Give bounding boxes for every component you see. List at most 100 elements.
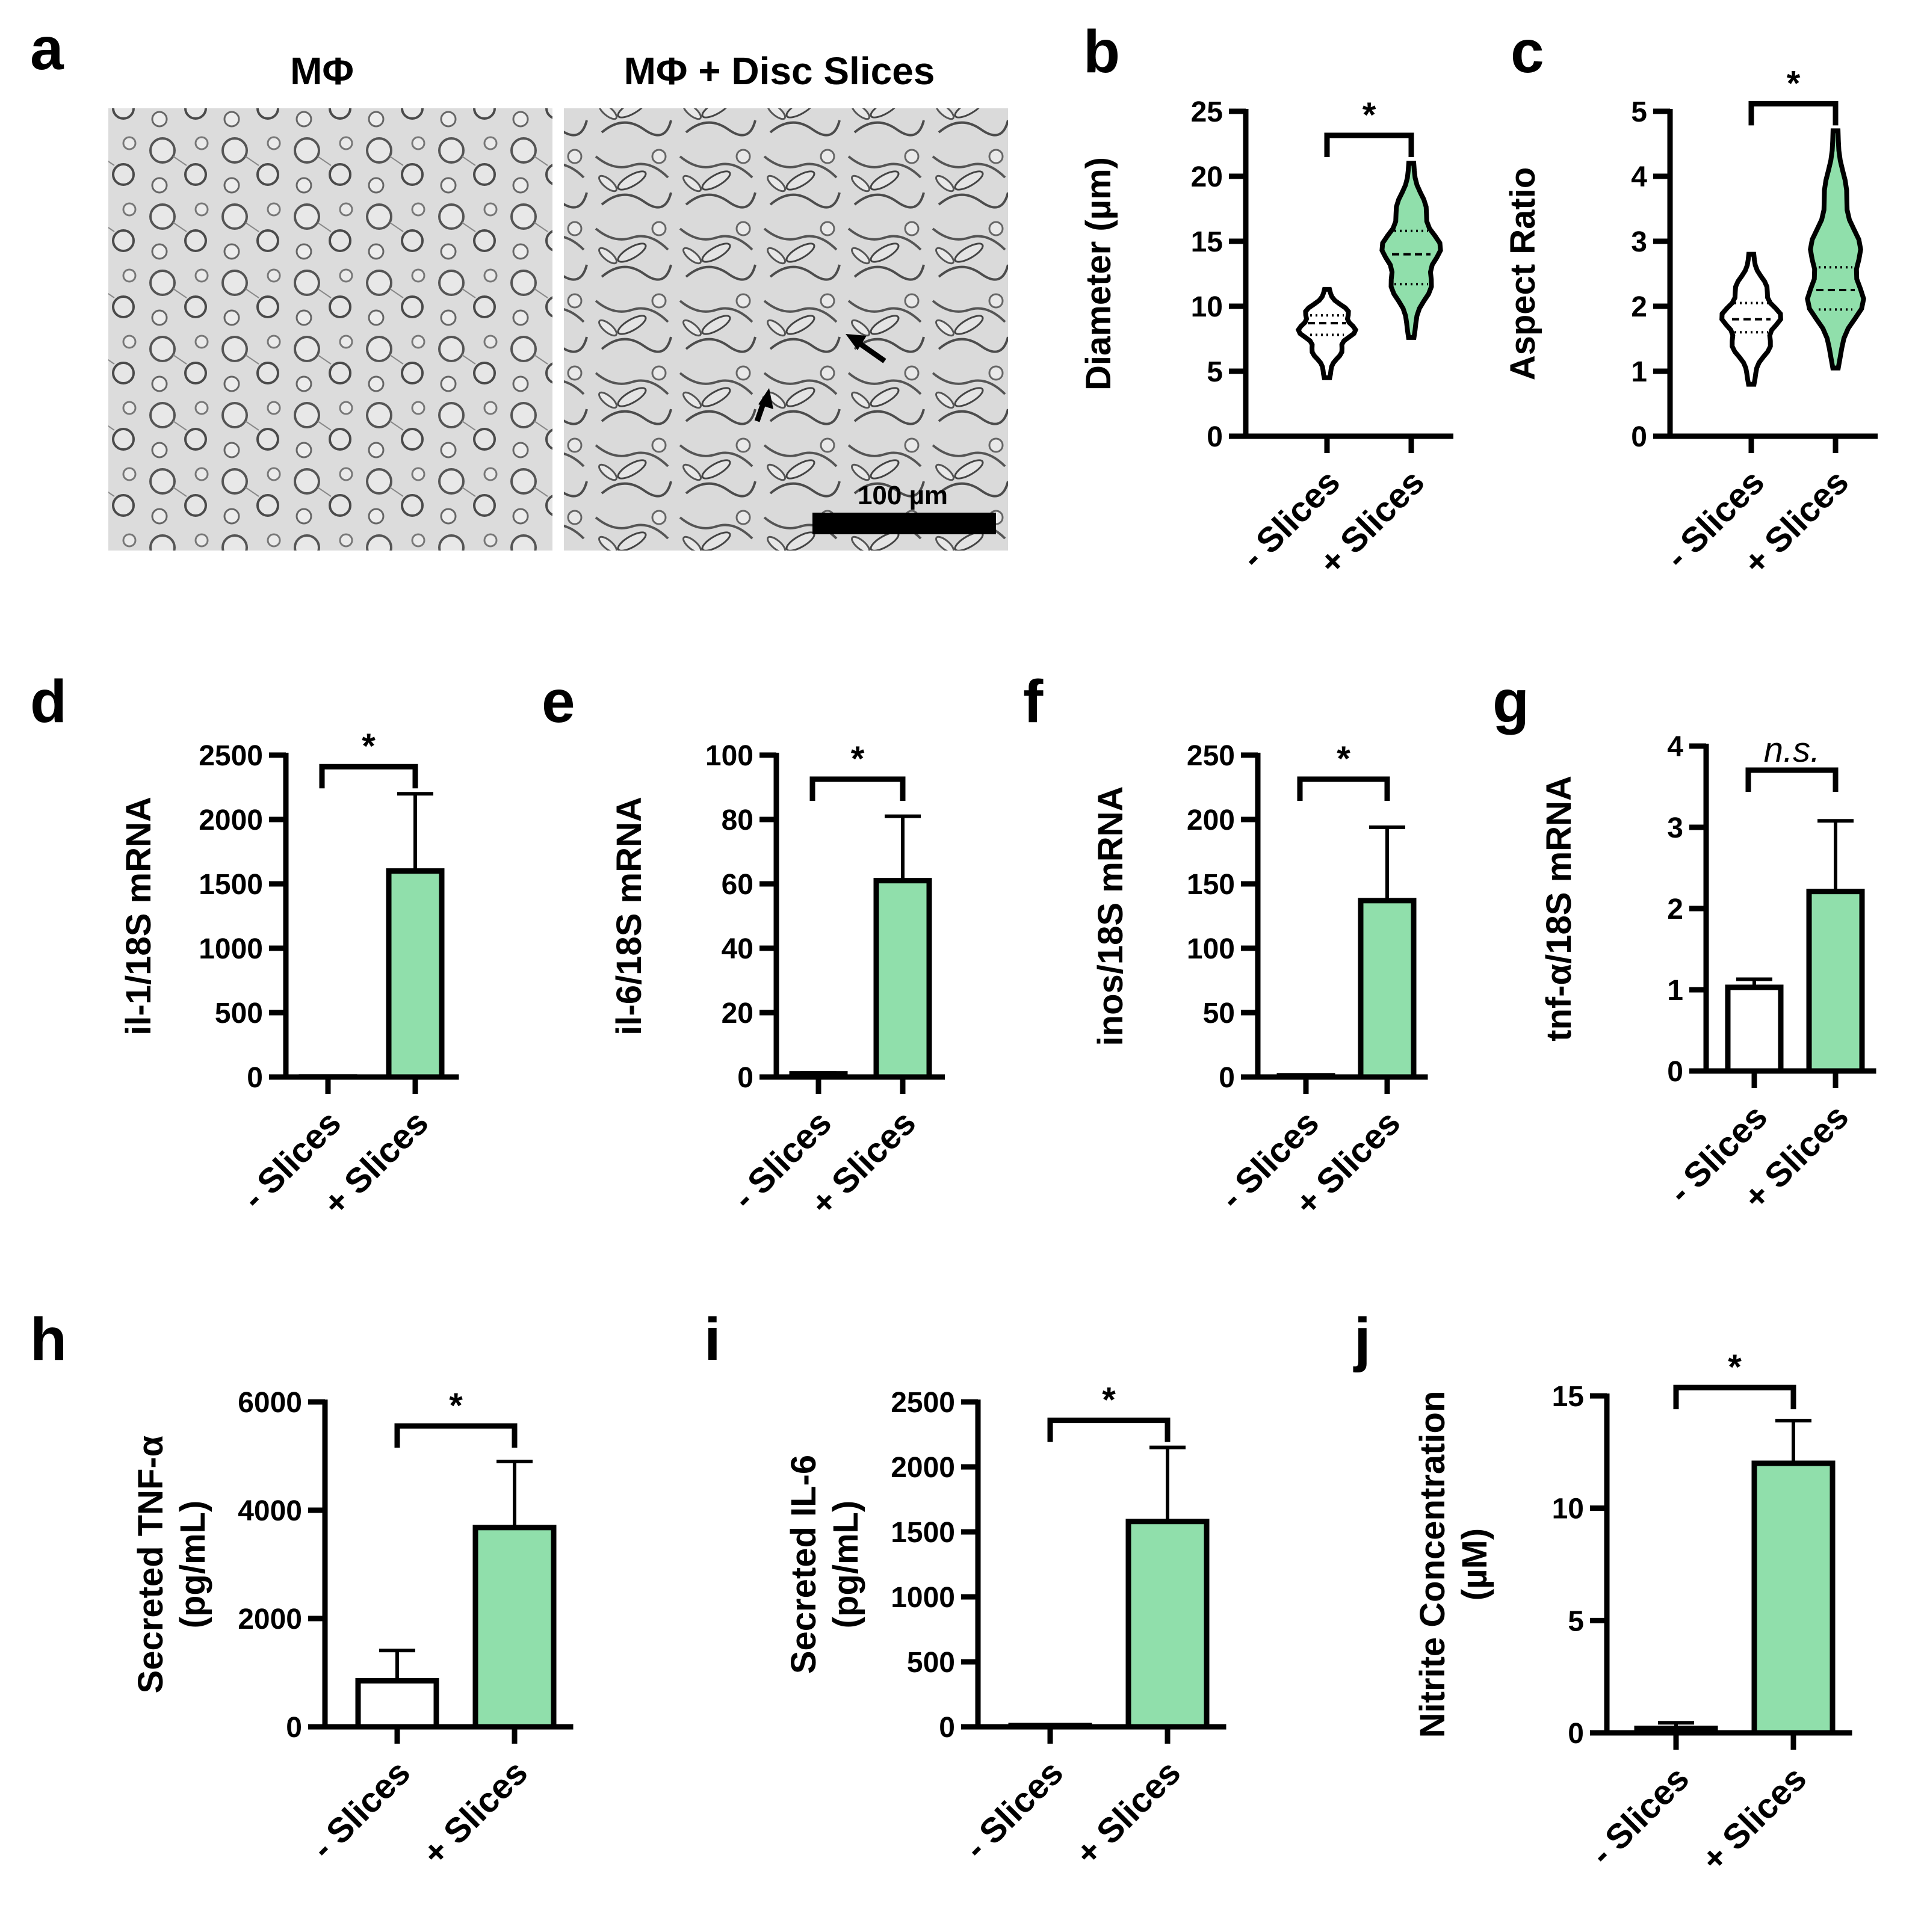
y-tick-label: 40 — [722, 933, 753, 965]
y-axis-title: Nitrite Concentration — [1413, 1391, 1452, 1738]
y-tick-label: 0 — [286, 1712, 302, 1744]
y-tick-label: 1000 — [891, 1582, 955, 1614]
image-title-left: MΦ — [290, 49, 354, 93]
significance-label: * — [1728, 1348, 1742, 1387]
y-axis-title: Aspect Ratio — [1503, 167, 1542, 381]
y-tick-label: 500 — [215, 998, 263, 1029]
y-axis-title: Secreted IL-6 — [784, 1455, 823, 1674]
violin — [1805, 128, 1866, 371]
y-axis-title: tnf-α/18S mRNA — [1539, 776, 1579, 1042]
y-axis-title: inos/18S mRNA — [1091, 786, 1130, 1046]
y-tick-label: 4 — [1631, 161, 1647, 193]
y-tick-label: 250 — [1187, 740, 1235, 772]
y-tick-label: 500 — [907, 1647, 955, 1679]
panel-label: a — [30, 15, 64, 82]
y-tick-label: 6000 — [238, 1387, 302, 1419]
y-tick-label: 100 — [1187, 933, 1235, 965]
panel-a: a MΦ MΦ + Disc Slices 100 µm — [30, 15, 1008, 551]
panel-label: h — [30, 1306, 67, 1373]
y-tick-label: 0 — [1631, 421, 1647, 453]
y-tick-label: 3 — [1631, 226, 1647, 258]
y-tick-label: 100 — [705, 740, 753, 772]
x-category-label: - Slices — [957, 1753, 1071, 1867]
bar — [873, 878, 932, 1080]
y-tick-label: 2500 — [199, 740, 263, 772]
significance-bracket — [319, 764, 418, 789]
image-title-right: MΦ + Disc Slices — [624, 49, 935, 93]
y-tick-label: 2000 — [199, 804, 263, 836]
bar — [1806, 889, 1865, 1074]
y-tick-label: 0 — [939, 1712, 955, 1744]
y-tick-label: 0 — [1207, 421, 1223, 453]
x-category-label: + Slices — [1694, 1759, 1814, 1879]
y-tick-label: 2500 — [891, 1387, 955, 1419]
panel-label: d — [30, 668, 67, 735]
y-axis-title: Secreted TNF-α — [131, 1435, 170, 1693]
significance-bracket — [1748, 100, 1839, 126]
y-tick-label: 4000 — [238, 1495, 302, 1527]
y-tick-label: 1500 — [891, 1517, 955, 1549]
x-category-label: - Slices — [304, 1753, 418, 1867]
chart-j: j 0 5 10 15 - Slices+ Slices Nitrite Concentra… — [1353, 1306, 1852, 1879]
chart-i: i 0 500 1000 1500 2000 2500 - Slices+ Slices Sec… — [704, 1306, 1226, 1873]
bar — [1725, 984, 1784, 1074]
y-tick-label: 2 — [1631, 291, 1647, 323]
bar — [386, 868, 445, 1080]
y-axis-title: Diameter (µm) — [1079, 157, 1118, 390]
micrograph-right — [564, 108, 1008, 551]
significance-label: * — [362, 727, 376, 766]
y-tick-label: 5 — [1568, 1605, 1584, 1637]
panel-label: j — [1353, 1306, 1371, 1373]
significance-label: * — [449, 1386, 463, 1425]
y-axis-unit: (pg/mL) — [173, 1501, 212, 1629]
significance-bracket — [1745, 767, 1839, 792]
y-axis-unit: (pg/mL) — [826, 1501, 865, 1629]
significance-bracket — [1297, 776, 1390, 801]
significance-bracket — [1324, 132, 1414, 157]
y-tick-label: 60 — [722, 869, 753, 901]
y-tick-label: 1 — [1631, 356, 1647, 388]
y-tick-label: 1500 — [199, 869, 263, 901]
y-tick-label: 2000 — [238, 1603, 302, 1635]
bar — [1125, 1519, 1210, 1730]
bar — [472, 1525, 557, 1730]
significance-label: * — [1337, 739, 1350, 779]
bar — [355, 1678, 439, 1730]
significance-label: * — [1102, 1381, 1116, 1420]
significance-bracket — [394, 1423, 518, 1448]
bar — [1358, 898, 1417, 1080]
x-category-label: + Slices — [1068, 1753, 1188, 1873]
y-axis-unit: (µM) — [1455, 1528, 1494, 1600]
y-tick-label: 0 — [737, 1062, 753, 1094]
y-tick-label: 150 — [1187, 869, 1235, 901]
violin — [1379, 161, 1443, 340]
panel-label: i — [704, 1306, 721, 1373]
panel-label: f — [1023, 668, 1044, 735]
violin — [1719, 252, 1783, 387]
y-tick-label: 20 — [722, 998, 753, 1029]
panel-label: g — [1492, 668, 1529, 735]
significance-label: n.s. — [1764, 730, 1820, 770]
y-tick-label: 15 — [1191, 226, 1223, 258]
bar — [1751, 1460, 1836, 1736]
y-tick-label: 50 — [1203, 998, 1235, 1029]
significance-bracket — [1673, 1384, 1796, 1410]
panel-label: b — [1083, 18, 1120, 85]
y-tick-label: 2 — [1667, 893, 1683, 925]
x-category-label: + Slices — [415, 1753, 535, 1873]
scale-bar — [812, 513, 996, 534]
y-tick-label: 5 — [1207, 356, 1223, 388]
y-tick-label: 0 — [1219, 1062, 1235, 1094]
y-tick-label: 0 — [1667, 1056, 1683, 1088]
y-tick-label: 200 — [1187, 804, 1235, 836]
significance-label: * — [1787, 64, 1801, 103]
chart-h: h 0 2000 4000 6000 - Slices+ Slices Secreted T… — [30, 1306, 574, 1873]
arrow-icon — [846, 334, 886, 363]
violin — [1295, 286, 1359, 380]
y-tick-label: 1 — [1667, 975, 1683, 1007]
